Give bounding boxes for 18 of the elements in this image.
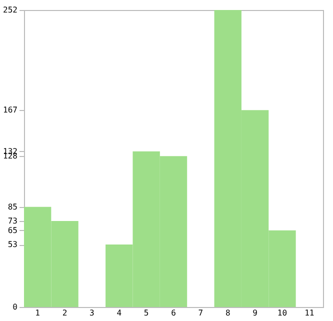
x-tick-label: 6 [171,308,176,318]
y-tick-label: 85 [8,202,18,212]
x-tick-label: 10 [277,308,288,318]
x-tick-label: 11 [304,308,314,318]
x-tick-label: 7 [198,308,204,318]
x-tick-label: 1 [35,308,40,318]
y-tick-label: 167 [3,106,18,115]
x-tick-label: 9 [252,308,258,318]
x-tick-label: 8 [225,308,230,318]
y-tick-label: 65 [8,226,18,235]
x-tick-label: 4 [116,308,122,318]
y-tick-label: 73 [8,216,18,226]
y-tick-label: 252 [3,6,18,14]
y-tick-label: 0 [12,302,18,312]
y-tick-label: 53 [8,240,18,250]
x-tick-label: 3 [90,308,95,318]
x-tick-label: 5 [144,308,149,318]
x-tick-label: 2 [62,308,68,318]
